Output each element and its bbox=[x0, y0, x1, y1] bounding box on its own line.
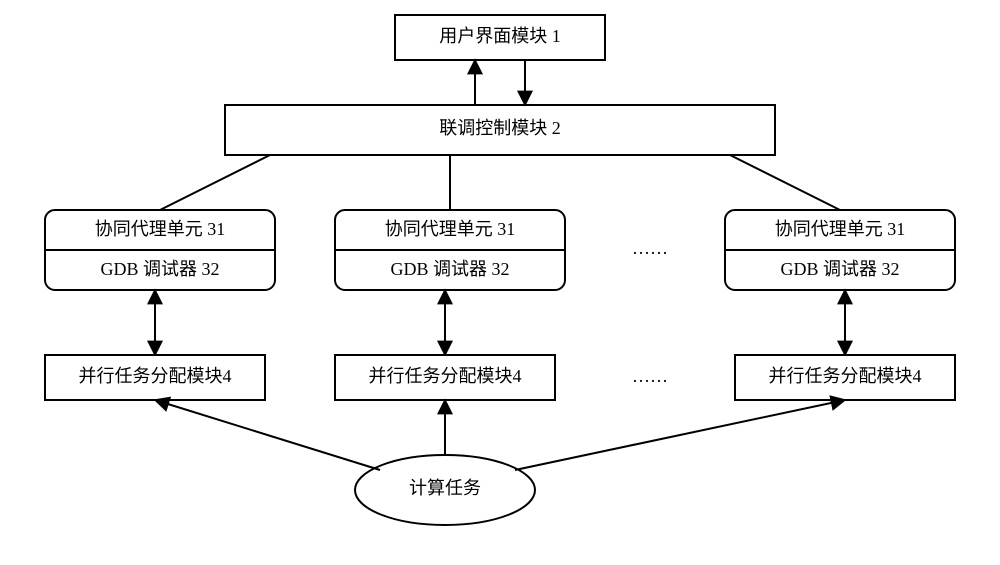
conn-ctrl-agent3 bbox=[730, 155, 840, 210]
task1-label: 并行任务分配模块4 bbox=[79, 366, 232, 386]
agent3-bot-label: GDB 调试器 32 bbox=[780, 259, 899, 279]
compute-label: 计算任务 bbox=[409, 478, 481, 498]
agent2-top-label: 协同代理单元 31 bbox=[385, 219, 516, 239]
conn-compute-task1 bbox=[155, 400, 380, 470]
agent2-bot-label: GDB 调试器 32 bbox=[390, 259, 509, 279]
control-module-label: 联调控制模块 2 bbox=[439, 118, 561, 138]
agent1-bot-label: GDB 调试器 32 bbox=[100, 259, 219, 279]
agent3-top-label: 协同代理单元 31 bbox=[775, 219, 906, 239]
dots-tasks: …… bbox=[632, 366, 668, 386]
task2-label: 并行任务分配模块4 bbox=[369, 366, 522, 386]
conn-ctrl-agent1 bbox=[160, 155, 270, 210]
dots-agents: …… bbox=[632, 238, 668, 258]
task3-label: 并行任务分配模块4 bbox=[769, 366, 922, 386]
ui-module-label: 用户界面模块 1 bbox=[439, 26, 561, 46]
conn-compute-task3 bbox=[515, 400, 845, 470]
agent1-top-label: 协同代理单元 31 bbox=[95, 219, 226, 239]
